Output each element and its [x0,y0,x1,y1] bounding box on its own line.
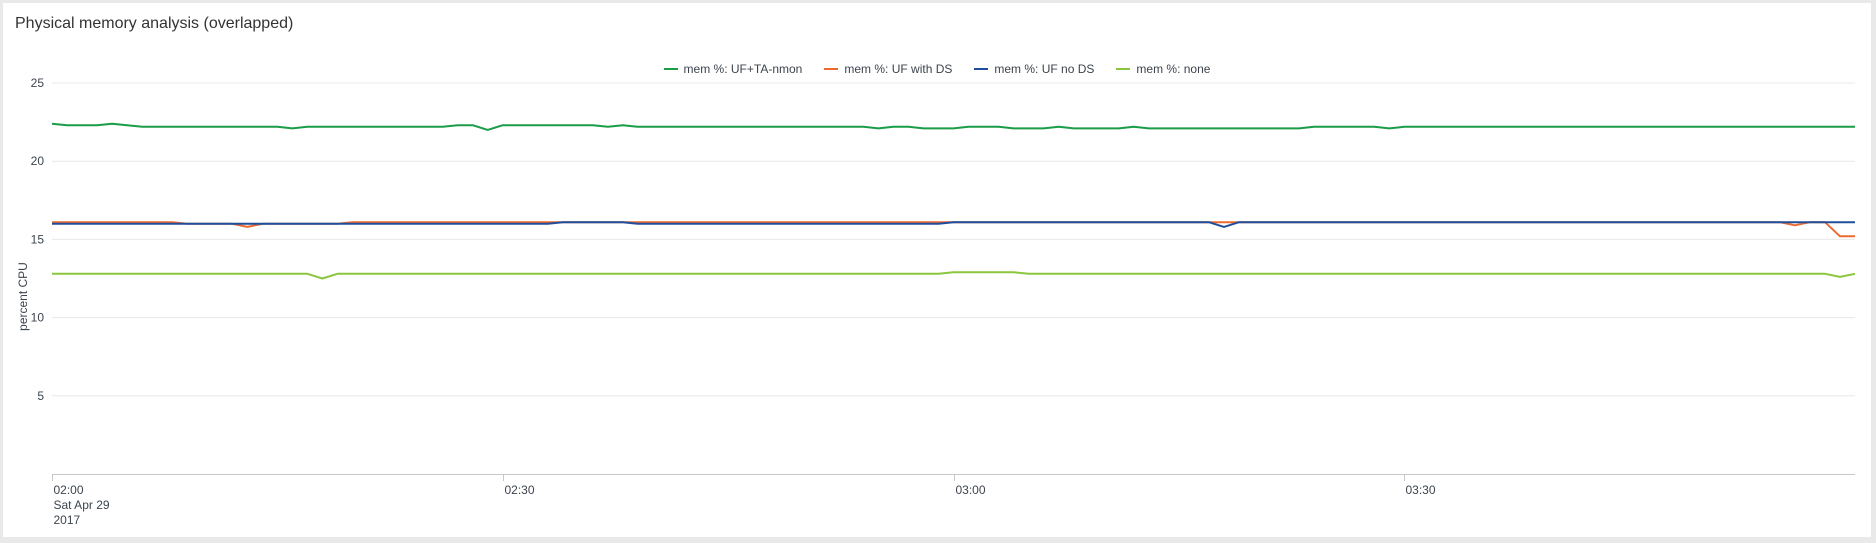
series-line-0 [51,122,1855,131]
legend-label: mem %: UF no DS [994,62,1095,76]
legend-label: mem %: none [1136,62,1211,76]
x-tick-sublabel: Sat Apr 29 [54,498,110,512]
y-tick-label: 25 [31,76,45,90]
chart-legend: mem %: UF+TA-nmon mem %: UF with DS mem … [3,62,1871,76]
legend-item-none[interactable]: mem %: none [1116,62,1210,76]
panel-title: Physical memory analysis (overlapped) [15,15,294,32]
legend-item-uf-ta-nmon[interactable]: mem %: UF+TA-nmon [663,62,803,76]
series-line-3 [52,271,1856,280]
y-tick-label: 20 [31,154,45,168]
legend-swatch [1116,68,1131,70]
x-tick-sublabel: 2017 [54,513,81,527]
legend-swatch [663,68,678,70]
x-tick-label: 02:00 [54,483,84,497]
series-line-2 [52,221,1855,228]
legend-label: mem %: UF+TA-nmon [683,62,803,76]
y-tick-label: 10 [31,311,45,325]
y-tick-label: 5 [37,389,44,403]
legend-swatch [974,68,989,70]
x-tick-label: 03:30 [1406,483,1436,497]
legend-swatch [824,68,839,70]
y-tick-label: 15 [31,232,45,246]
chart-panel: Physical memory analysis (overlapped) me… [3,3,1871,537]
x-tick-label: 03:00 [956,483,986,497]
x-tick-label: 02:30 [505,483,535,497]
y-axis-title: percent CPU [16,262,30,331]
legend-item-uf-no-ds[interactable]: mem %: UF no DS [974,62,1094,76]
legend-label: mem %: UF with DS [844,62,953,76]
legend-item-uf-with-ds[interactable]: mem %: UF with DS [824,62,952,76]
